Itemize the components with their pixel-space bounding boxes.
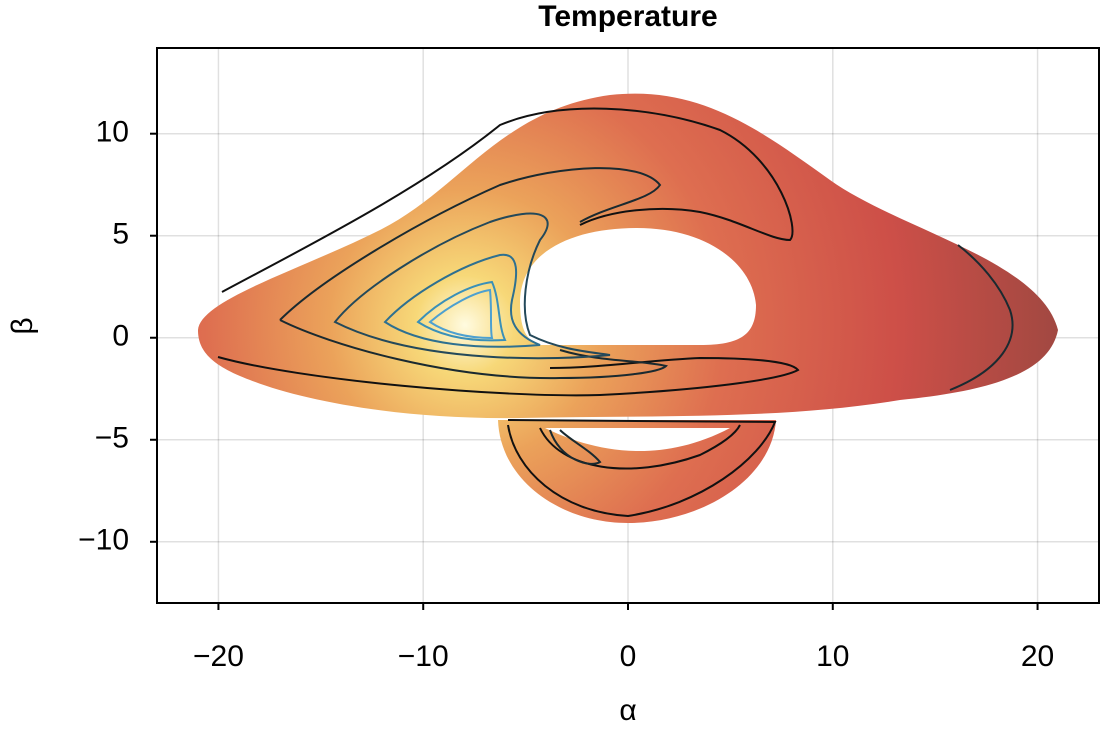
y-tick-label: 10: [96, 116, 129, 149]
y-tick-label: −10: [78, 524, 129, 557]
y-tick-label: 0: [112, 320, 129, 353]
x-tick-label: −20: [193, 640, 244, 673]
disk-image: [198, 93, 1058, 523]
chart-title: Temperature: [538, 0, 718, 33]
x-axis-label: α: [619, 694, 636, 727]
y-axis-label: β: [6, 317, 39, 334]
x-tick-label: 10: [816, 640, 849, 673]
y-tick-label: −5: [95, 422, 129, 455]
x-tick-label: 0: [620, 640, 637, 673]
x-tick-label: −10: [398, 640, 449, 673]
x-tick-label: 20: [1021, 640, 1054, 673]
y-tick-label: 5: [112, 218, 129, 251]
